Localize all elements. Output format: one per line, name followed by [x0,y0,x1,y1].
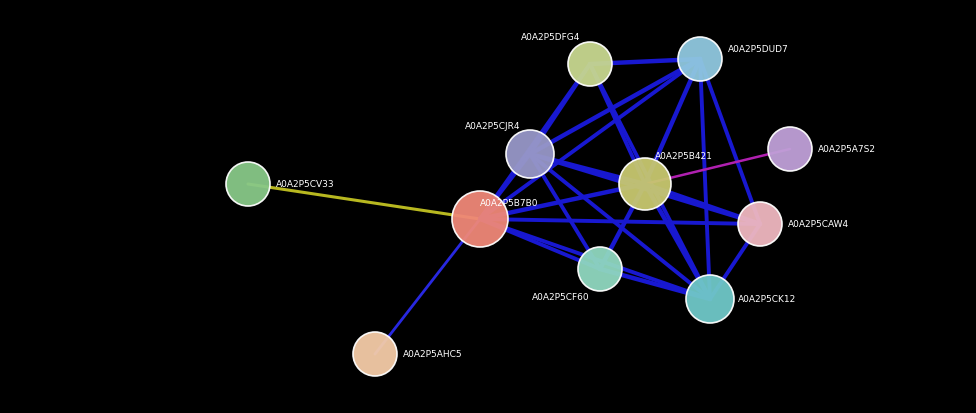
Circle shape [506,131,554,178]
Text: A0A2P5B7B0: A0A2P5B7B0 [480,199,539,208]
Circle shape [619,159,671,211]
Text: A0A2P5B421: A0A2P5B421 [655,152,712,161]
Text: A0A2P5DUD7: A0A2P5DUD7 [728,45,789,55]
Circle shape [686,275,734,323]
Text: A0A2P5A7S2: A0A2P5A7S2 [818,145,876,154]
Circle shape [738,202,782,247]
Circle shape [578,247,622,291]
Text: A0A2P5CK12: A0A2P5CK12 [738,295,796,304]
Circle shape [568,43,612,87]
Circle shape [678,38,722,82]
Text: A0A2P5CJR4: A0A2P5CJR4 [465,122,520,131]
Text: A0A2P5CAW4: A0A2P5CAW4 [788,220,849,229]
Text: A0A2P5DFG4: A0A2P5DFG4 [520,33,580,41]
Circle shape [452,192,508,247]
Circle shape [353,332,397,376]
Circle shape [226,163,270,206]
Text: A0A2P5CF60: A0A2P5CF60 [532,293,590,302]
Circle shape [768,128,812,171]
Text: A0A2P5CV33: A0A2P5CV33 [276,180,335,189]
Text: A0A2P5AHC5: A0A2P5AHC5 [403,350,463,358]
